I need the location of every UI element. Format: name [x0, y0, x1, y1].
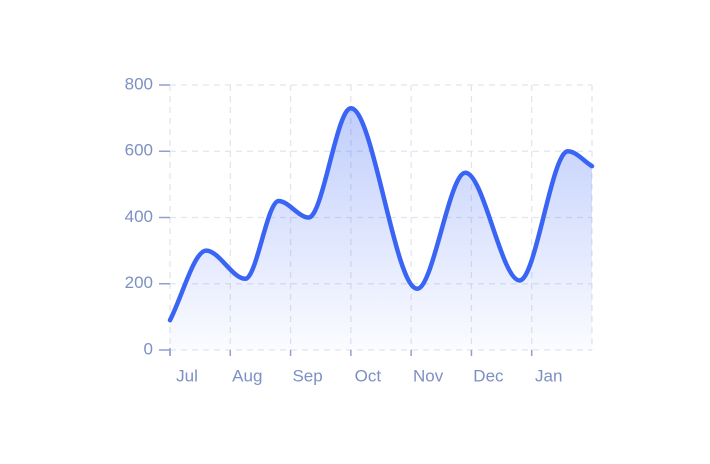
y-tick-label: 0 — [144, 339, 153, 358]
x-tick-label: Aug — [232, 366, 262, 385]
y-tick-label: 800 — [125, 74, 153, 93]
x-tick-label: Nov — [413, 366, 444, 385]
x-tick-label: Jul — [176, 366, 198, 385]
area-fill — [170, 108, 592, 350]
line — [167, 105, 595, 323]
axes: 0 200 400 600 800 Jul Aug Sep Oct Nov Dec Jan — [125, 74, 563, 385]
x-tick-label: Jan — [535, 366, 562, 385]
x-tick-label: Dec — [473, 366, 504, 385]
y-tick-label: 600 — [125, 141, 153, 160]
x-tick-label: Sep — [292, 366, 322, 385]
x-tick-label: Oct — [355, 366, 382, 385]
y-tick-label: 400 — [125, 207, 153, 226]
y-tick-label: 200 — [125, 273, 153, 292]
